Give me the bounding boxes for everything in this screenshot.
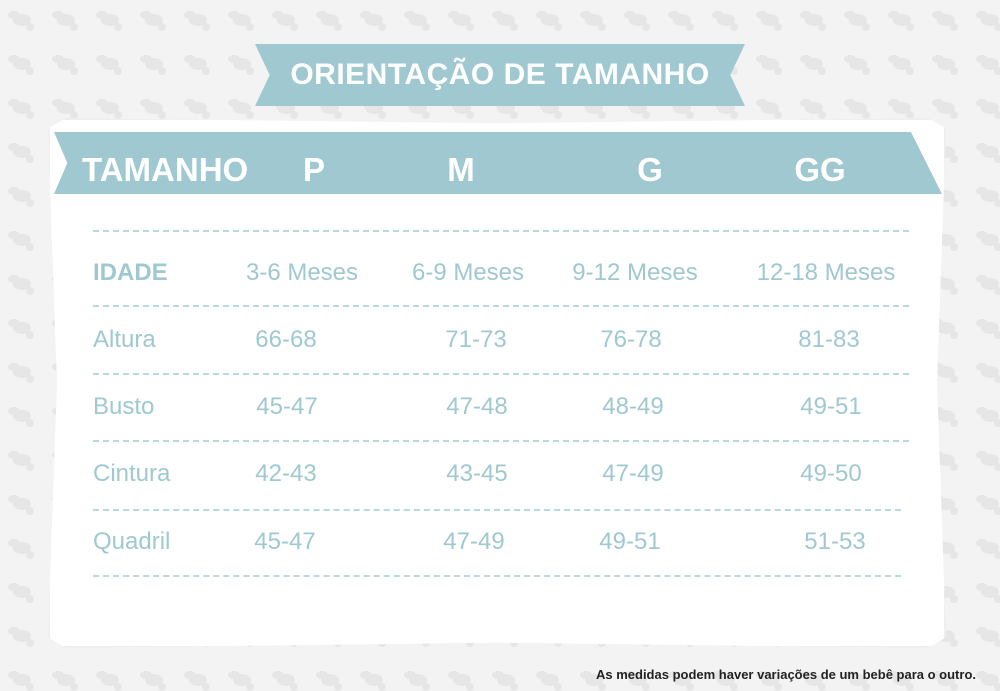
table-cell: 66-68 [255, 326, 317, 353]
row-label-altura: Altura [93, 326, 156, 353]
table-cell: 42-43 [255, 460, 317, 487]
row-divider [93, 575, 901, 577]
table-cell: 76-78 [600, 326, 662, 353]
page-title: ORIENTAÇÃO DE TAMANHO [290, 58, 710, 91]
table-cell: 49-51 [800, 393, 862, 420]
row-label-idade: IDADE [93, 259, 168, 286]
row-label-cintura: Cintura [93, 460, 171, 487]
table-cell: 81-83 [798, 326, 860, 353]
table-cell: 43-45 [446, 460, 508, 487]
row-divider [93, 305, 909, 307]
title-ribbon: ORIENTAÇÃO DE TAMANHO [255, 44, 745, 106]
table-cell: 45-47 [256, 393, 318, 420]
header-label-tamanho: TAMANHO [82, 151, 249, 188]
table-cell: 49-50 [800, 460, 862, 487]
table-cell: 49-51 [599, 528, 661, 555]
table-cell: 45-47 [254, 528, 316, 555]
row-divider [93, 440, 909, 442]
footnote: As medidas podem haver variações de um b… [595, 667, 976, 682]
title-banner: ORIENTAÇÃO DE TAMANHO [255, 44, 745, 106]
row-label-busto: Busto [93, 393, 155, 420]
header-size-p: P [302, 151, 326, 188]
row-label-quadril: Quadril [93, 528, 171, 555]
table-cell: 9-12 Meses [572, 259, 698, 286]
table-cell: 3-6 Meses [245, 259, 359, 286]
table-cell: 47-49 [443, 528, 505, 555]
table-cell: 48-49 [602, 393, 664, 420]
table-cell: 71-73 [445, 326, 507, 353]
row-divider [93, 230, 909, 232]
table-cell: 12-18 Meses [756, 259, 896, 286]
table-cell: 51-53 [804, 528, 866, 555]
header-size-g: G [637, 151, 663, 188]
size-table-card [48, 118, 946, 648]
header-size-m: M [447, 151, 475, 188]
table-cell: 47-48 [446, 393, 508, 420]
row-divider [93, 509, 901, 511]
table-cell: 47-49 [602, 460, 664, 487]
table-cell: 6-9 Meses [411, 259, 525, 286]
header-size-gg: GG [794, 151, 846, 188]
size-header-band [54, 132, 942, 194]
row-divider [93, 373, 909, 375]
